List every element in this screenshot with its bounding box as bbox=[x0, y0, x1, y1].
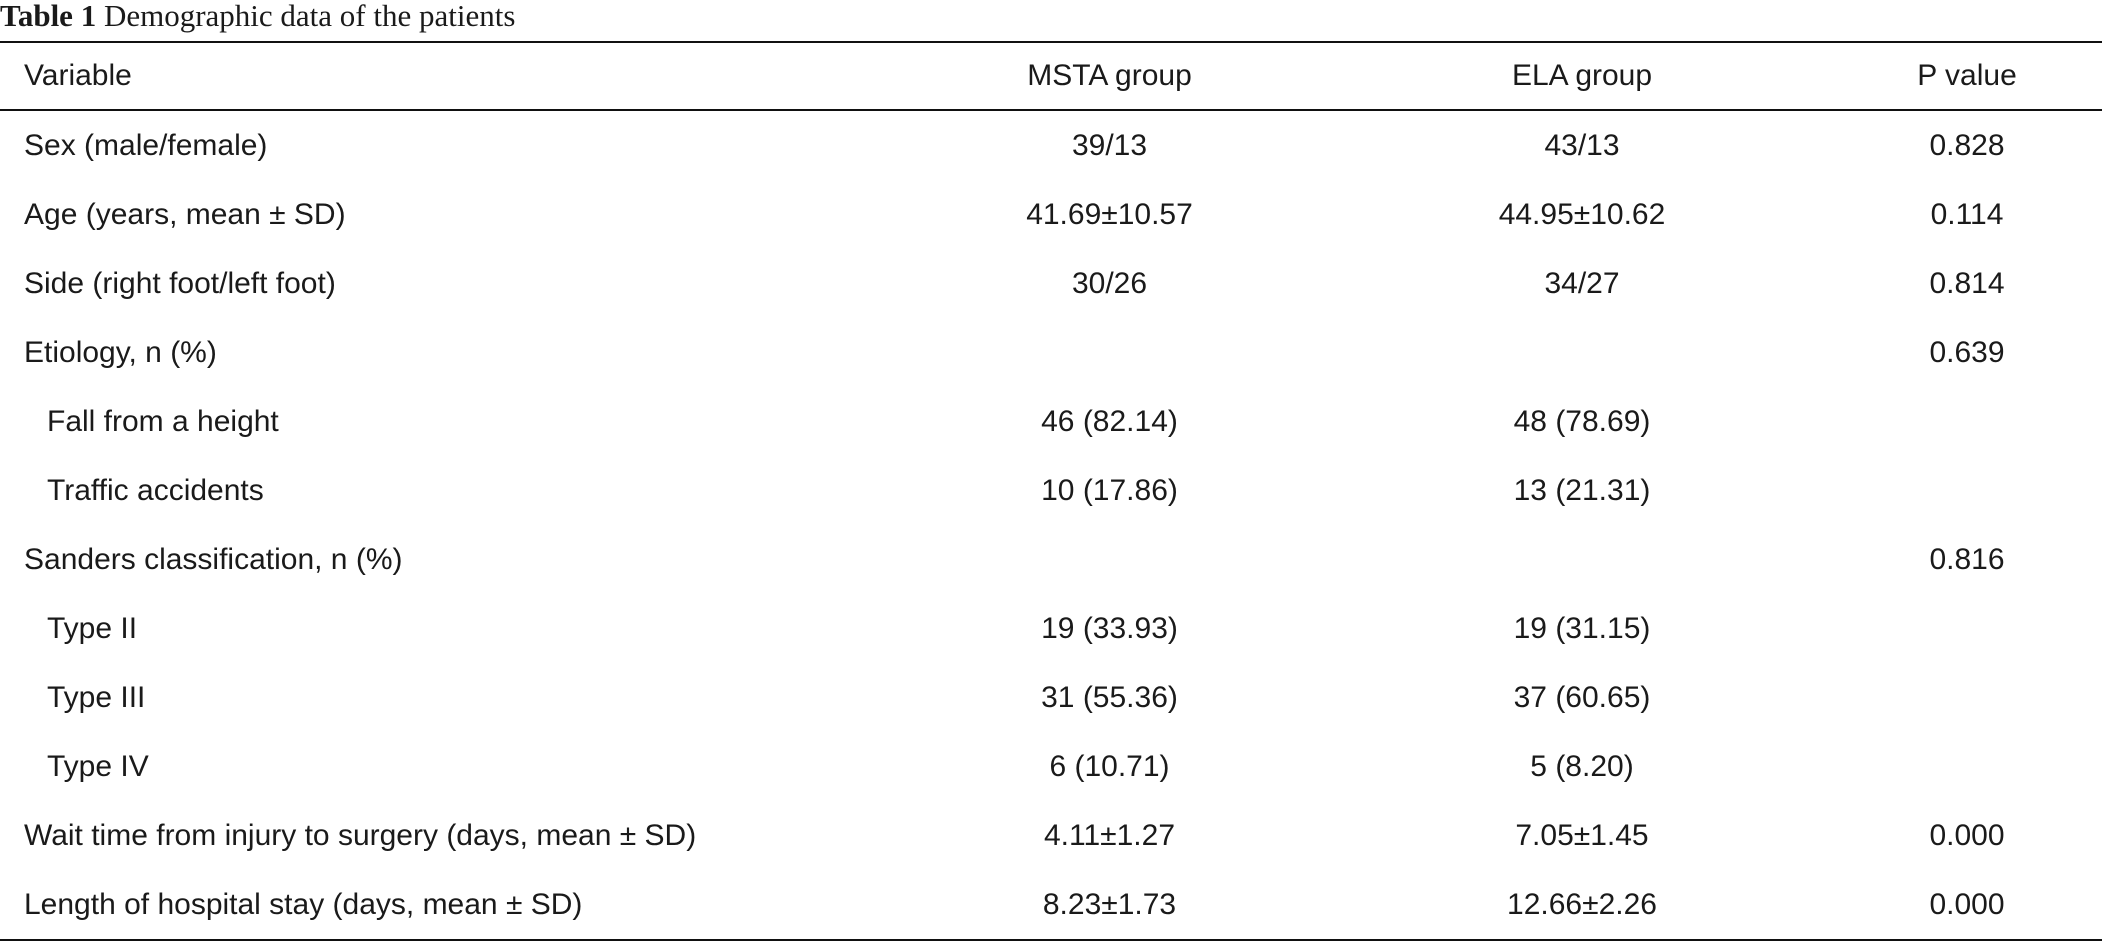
cell-variable: Wait time from injury to surgery (days, … bbox=[24, 818, 697, 852]
table-body: Sex (male/female) 39/13 43/13 0.828 Age (yea… bbox=[0, 110, 2102, 941]
cell-p-value bbox=[1832, 456, 2102, 525]
header-ela-group: ELA group bbox=[1332, 41, 1832, 111]
cell-variable: Sex (male/female) bbox=[24, 128, 268, 162]
cell-msta-group: 39/13 bbox=[1071, 128, 1148, 162]
cell-p-value: 0.000 bbox=[1929, 818, 2005, 852]
table-row: Type IV 6 (10.71) 5 (8.20) bbox=[0, 732, 2102, 801]
cell-variable: Sanders classification, n (%) bbox=[24, 542, 403, 576]
cell-variable: Type III bbox=[47, 680, 146, 714]
cell-variable: Type IV bbox=[47, 749, 149, 783]
cell-variable: Type II bbox=[47, 611, 138, 645]
table-row: Etiology, n (%) 0.639 bbox=[0, 318, 2102, 387]
table-row: Type II 19 (33.93) 19 (31.15) bbox=[0, 594, 2102, 663]
cell-variable: Side (right foot/left foot) bbox=[24, 266, 336, 300]
header-msta-group: MSTA group bbox=[887, 41, 1332, 111]
cell-variable: Length of hospital stay (days, mean ± SD… bbox=[0, 870, 887, 941]
cell-ela-group: 5 (8.20) bbox=[1530, 749, 1634, 783]
cell-ela-group: 7.05±1.45 bbox=[1515, 818, 1649, 852]
cell-msta-group bbox=[887, 318, 1332, 387]
header-p-value: P value bbox=[1832, 41, 2102, 111]
cell-ela-group: 34/27 bbox=[1544, 266, 1620, 300]
cell-p-value: 0.639 bbox=[1929, 335, 2005, 369]
table-row: Sex (male/female) 39/13 43/13 0.828 bbox=[0, 110, 2102, 180]
header-variable: Variable bbox=[0, 41, 887, 111]
cell-variable: Traffic accidents bbox=[47, 473, 264, 507]
cell-msta-group: 41.69±10.57 bbox=[1026, 197, 1193, 231]
cell-ela-group bbox=[1332, 525, 1832, 594]
table-row: Age (years, mean ± SD) 41.69±10.57 44.95±1… bbox=[0, 180, 2102, 249]
table-row: Sanders classification, n (%) 0.816 bbox=[0, 525, 2102, 594]
table-header: Variable MSTA group ELA group P value bbox=[0, 41, 2102, 111]
cell-p-value bbox=[1832, 594, 2102, 663]
table-caption: Table 1 Demographic data of the patients bbox=[0, 0, 515, 40]
cell-msta-group: 30/26 bbox=[1071, 266, 1148, 300]
cell-p-value: 0.814 bbox=[1929, 266, 2005, 300]
demographics-table: Variable MSTA group ELA group P value Se… bbox=[0, 41, 2102, 941]
cell-ela-group: 48 (78.69) bbox=[1513, 404, 1651, 438]
table-row: Length of hospital stay (days, mean ± SD… bbox=[0, 870, 2102, 941]
cell-variable: Etiology, n (%) bbox=[24, 335, 217, 369]
cell-msta-group: 6 (10.71) bbox=[1049, 749, 1170, 783]
cell-ela-group: 37 (60.65) bbox=[1513, 680, 1651, 714]
cell-p-value bbox=[1832, 387, 2102, 456]
caption-text: Demographic data of the patients bbox=[103, 0, 516, 33]
cell-ela-group: 12.66±2.26 bbox=[1332, 870, 1832, 941]
cell-ela-group: 13 (21.31) bbox=[1513, 473, 1651, 507]
table-row: Fall from a height 46 (82.14) 48 (78.69) bbox=[0, 387, 2102, 456]
cell-p-value: 0.828 bbox=[1929, 128, 2005, 162]
cell-p-value: 0.000 bbox=[1832, 870, 2102, 941]
header-row: Variable MSTA group ELA group P value bbox=[0, 41, 2102, 111]
cell-p-value: 0.114 bbox=[1930, 197, 2004, 231]
cell-ela-group bbox=[1332, 318, 1832, 387]
table-row: Type III 31 (55.36) 37 (60.65) bbox=[0, 663, 2102, 732]
cell-msta-group: 19 (33.93) bbox=[1041, 611, 1178, 645]
cell-msta-group: 10 (17.86) bbox=[1041, 473, 1178, 507]
cell-msta-group: 31 (55.36) bbox=[1041, 680, 1178, 714]
cell-ela-group: 44.95±10.62 bbox=[1498, 197, 1666, 231]
demographics-table-container: Variable MSTA group ELA group P value Se… bbox=[0, 41, 2102, 941]
cell-ela-group: 43/13 bbox=[1544, 128, 1620, 162]
table-row: Side (right foot/left foot) 30/26 34/27 0.8… bbox=[0, 249, 2102, 318]
cell-msta-group: 46 (82.14) bbox=[1041, 404, 1178, 438]
cell-p-value bbox=[1832, 732, 2102, 801]
cell-p-value bbox=[1832, 663, 2102, 732]
cell-ela-group: 19 (31.15) bbox=[1513, 611, 1651, 645]
table-row: Wait time from injury to surgery (days, … bbox=[0, 801, 2102, 870]
cell-variable: Age (years, mean ± SD) bbox=[24, 197, 346, 231]
cell-msta-group: 4.11±1.27 bbox=[1043, 818, 1175, 852]
cell-msta-group: 8.23±1.73 bbox=[887, 870, 1332, 941]
caption-label: Table 1 bbox=[0, 0, 97, 33]
cell-variable: Fall from a height bbox=[47, 404, 279, 438]
cell-msta-group bbox=[887, 525, 1332, 594]
cell-p-value: 0.816 bbox=[1929, 542, 2005, 576]
table-row: Traffic accidents 10 (17.86) 13 (21.31) bbox=[0, 456, 2102, 525]
